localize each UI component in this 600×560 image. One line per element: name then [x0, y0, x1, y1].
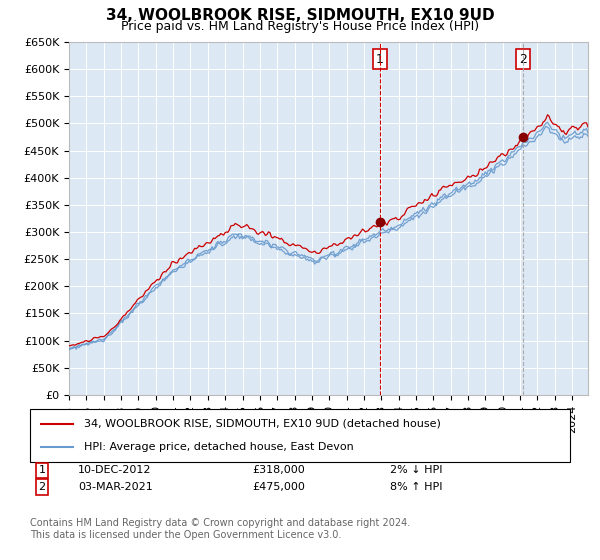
Text: 2: 2	[38, 482, 46, 492]
Text: Price paid vs. HM Land Registry's House Price Index (HPI): Price paid vs. HM Land Registry's House …	[121, 20, 479, 32]
Text: 03-MAR-2021: 03-MAR-2021	[78, 482, 153, 492]
Text: 10-DEC-2012: 10-DEC-2012	[78, 465, 151, 475]
Text: 2% ↓ HPI: 2% ↓ HPI	[390, 465, 443, 475]
Text: 8% ↑ HPI: 8% ↑ HPI	[390, 482, 443, 492]
Text: £475,000: £475,000	[252, 482, 305, 492]
Text: £318,000: £318,000	[252, 465, 305, 475]
Text: 34, WOOLBROOK RISE, SIDMOUTH, EX10 9UD (detached house): 34, WOOLBROOK RISE, SIDMOUTH, EX10 9UD (…	[84, 419, 441, 429]
Text: 1: 1	[38, 465, 46, 475]
Text: 1: 1	[376, 53, 384, 66]
Text: 2: 2	[519, 53, 527, 66]
Text: HPI: Average price, detached house, East Devon: HPI: Average price, detached house, East…	[84, 442, 354, 452]
Text: Contains HM Land Registry data © Crown copyright and database right 2024.
This d: Contains HM Land Registry data © Crown c…	[30, 518, 410, 540]
FancyBboxPatch shape	[30, 409, 570, 462]
Text: 34, WOOLBROOK RISE, SIDMOUTH, EX10 9UD: 34, WOOLBROOK RISE, SIDMOUTH, EX10 9UD	[106, 8, 494, 24]
